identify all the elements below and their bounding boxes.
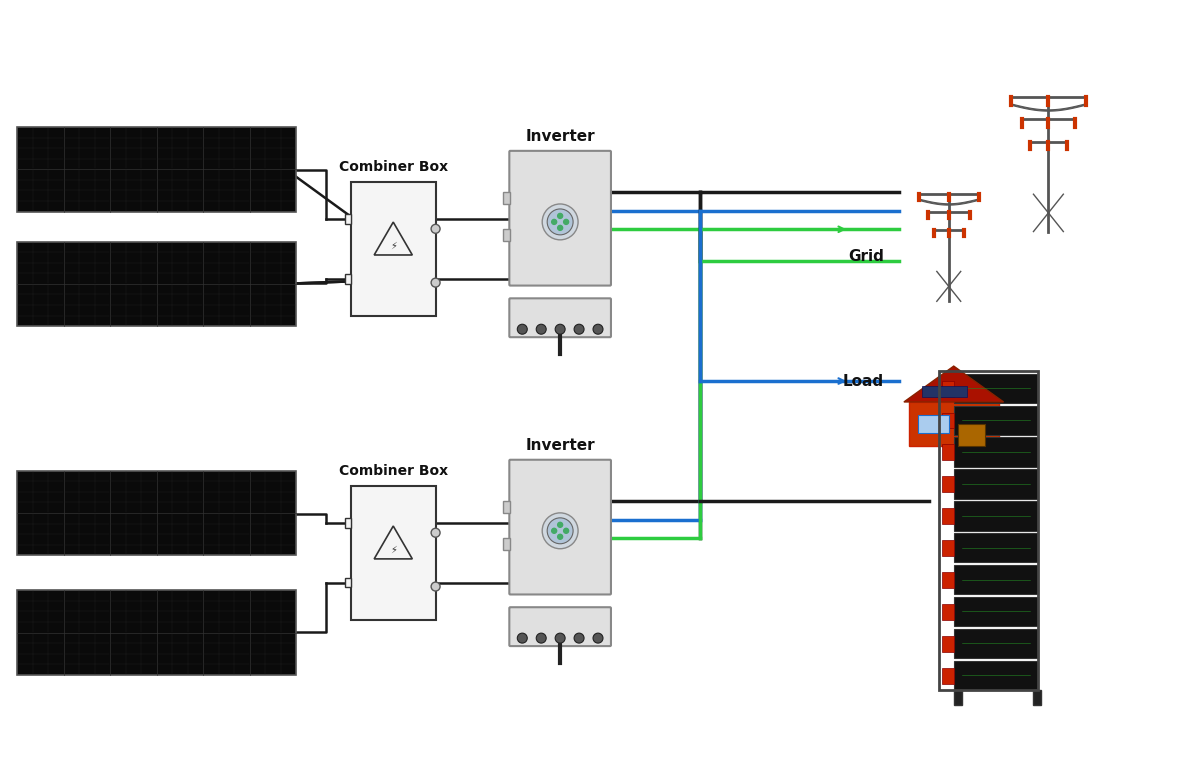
Bar (344, 215, 350, 224)
FancyBboxPatch shape (509, 151, 611, 286)
Bar (954, 437, 1038, 467)
Bar (942, 668, 954, 683)
Bar (942, 444, 954, 460)
Bar (17, 127, 296, 212)
Circle shape (593, 324, 602, 334)
Bar (938, 371, 1038, 690)
Text: ⚡: ⚡ (390, 241, 397, 251)
Bar (350, 182, 436, 316)
Bar (942, 540, 954, 556)
Bar (1033, 690, 1042, 705)
Bar (344, 519, 350, 528)
Bar (908, 402, 998, 446)
Circle shape (564, 219, 569, 224)
Circle shape (517, 324, 527, 334)
Circle shape (574, 324, 584, 334)
Circle shape (542, 513, 578, 549)
Bar (954, 469, 1038, 498)
Circle shape (564, 528, 569, 533)
Bar (942, 476, 954, 492)
Polygon shape (374, 526, 413, 559)
Bar (503, 229, 510, 241)
Bar (942, 412, 954, 429)
Bar (350, 486, 436, 620)
Bar (942, 572, 954, 588)
Bar (954, 597, 1038, 626)
Bar (954, 533, 1038, 562)
Circle shape (556, 633, 565, 643)
Bar (17, 471, 296, 555)
Bar (17, 590, 296, 675)
Bar (954, 690, 961, 705)
Circle shape (552, 528, 557, 533)
Circle shape (431, 224, 440, 234)
Text: Combiner Box: Combiner Box (338, 464, 448, 478)
Bar (923, 387, 967, 397)
Bar (954, 565, 1038, 594)
Bar (918, 415, 949, 433)
Bar (954, 661, 1038, 690)
Bar (503, 192, 510, 204)
Circle shape (558, 534, 563, 539)
Polygon shape (374, 222, 413, 255)
Text: Inverter: Inverter (526, 129, 595, 144)
Circle shape (536, 324, 546, 334)
Bar (344, 273, 350, 284)
Circle shape (558, 213, 563, 219)
FancyBboxPatch shape (509, 298, 611, 337)
Bar (503, 538, 510, 550)
Circle shape (536, 633, 546, 643)
Text: ⚡: ⚡ (390, 545, 397, 555)
Bar (942, 508, 954, 524)
Text: Combiner Box: Combiner Box (338, 160, 448, 174)
Bar (954, 405, 1038, 435)
Text: Load: Load (842, 373, 884, 388)
Bar (954, 629, 1038, 658)
Bar (344, 577, 350, 587)
Circle shape (431, 528, 440, 537)
Circle shape (517, 633, 527, 643)
Circle shape (593, 633, 602, 643)
Bar (954, 373, 1038, 403)
Bar (942, 636, 954, 651)
Circle shape (431, 278, 440, 287)
Text: Inverter: Inverter (526, 438, 595, 453)
Circle shape (552, 219, 557, 224)
Bar (959, 424, 985, 446)
Bar (17, 241, 296, 326)
Circle shape (547, 209, 574, 235)
Circle shape (558, 522, 563, 527)
FancyBboxPatch shape (509, 607, 611, 646)
Circle shape (542, 204, 578, 240)
Circle shape (556, 324, 565, 334)
Circle shape (547, 518, 574, 544)
Bar (503, 501, 510, 513)
Circle shape (558, 226, 563, 230)
Bar (942, 380, 954, 397)
FancyBboxPatch shape (509, 460, 611, 594)
Text: Grid: Grid (848, 249, 884, 264)
Circle shape (431, 582, 440, 591)
Polygon shape (904, 366, 1003, 402)
Bar (942, 604, 954, 620)
Bar (954, 501, 1038, 530)
Circle shape (574, 633, 584, 643)
